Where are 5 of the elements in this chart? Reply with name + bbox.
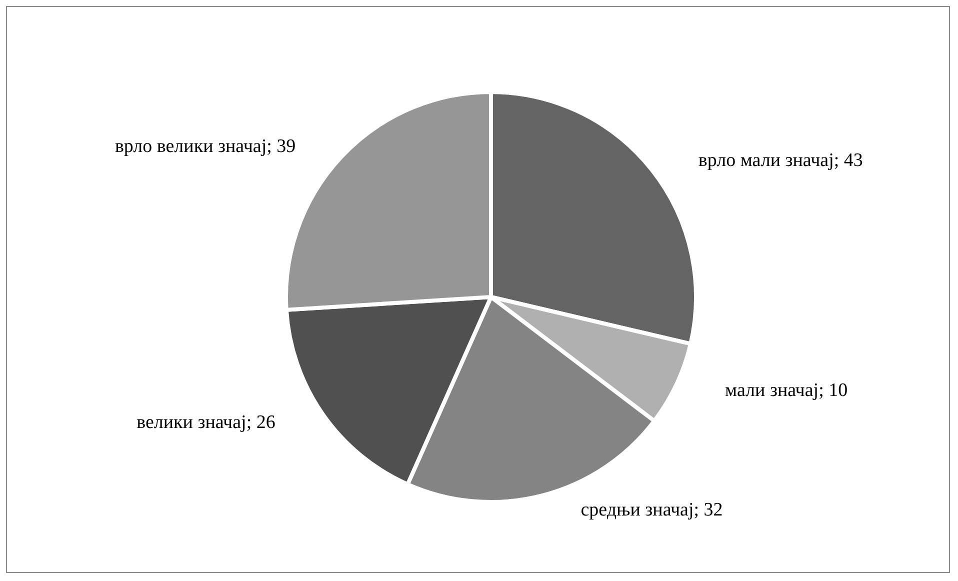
slice-label: велики значај; 26 xyxy=(136,412,276,434)
slice-label: мали значај; 10 xyxy=(725,380,848,402)
slice-label: врло велики значај; 39 xyxy=(114,136,296,157)
slice-label: средњи значај; 32 xyxy=(580,500,723,521)
slice-label: врло мали значај; 43 xyxy=(698,150,863,171)
